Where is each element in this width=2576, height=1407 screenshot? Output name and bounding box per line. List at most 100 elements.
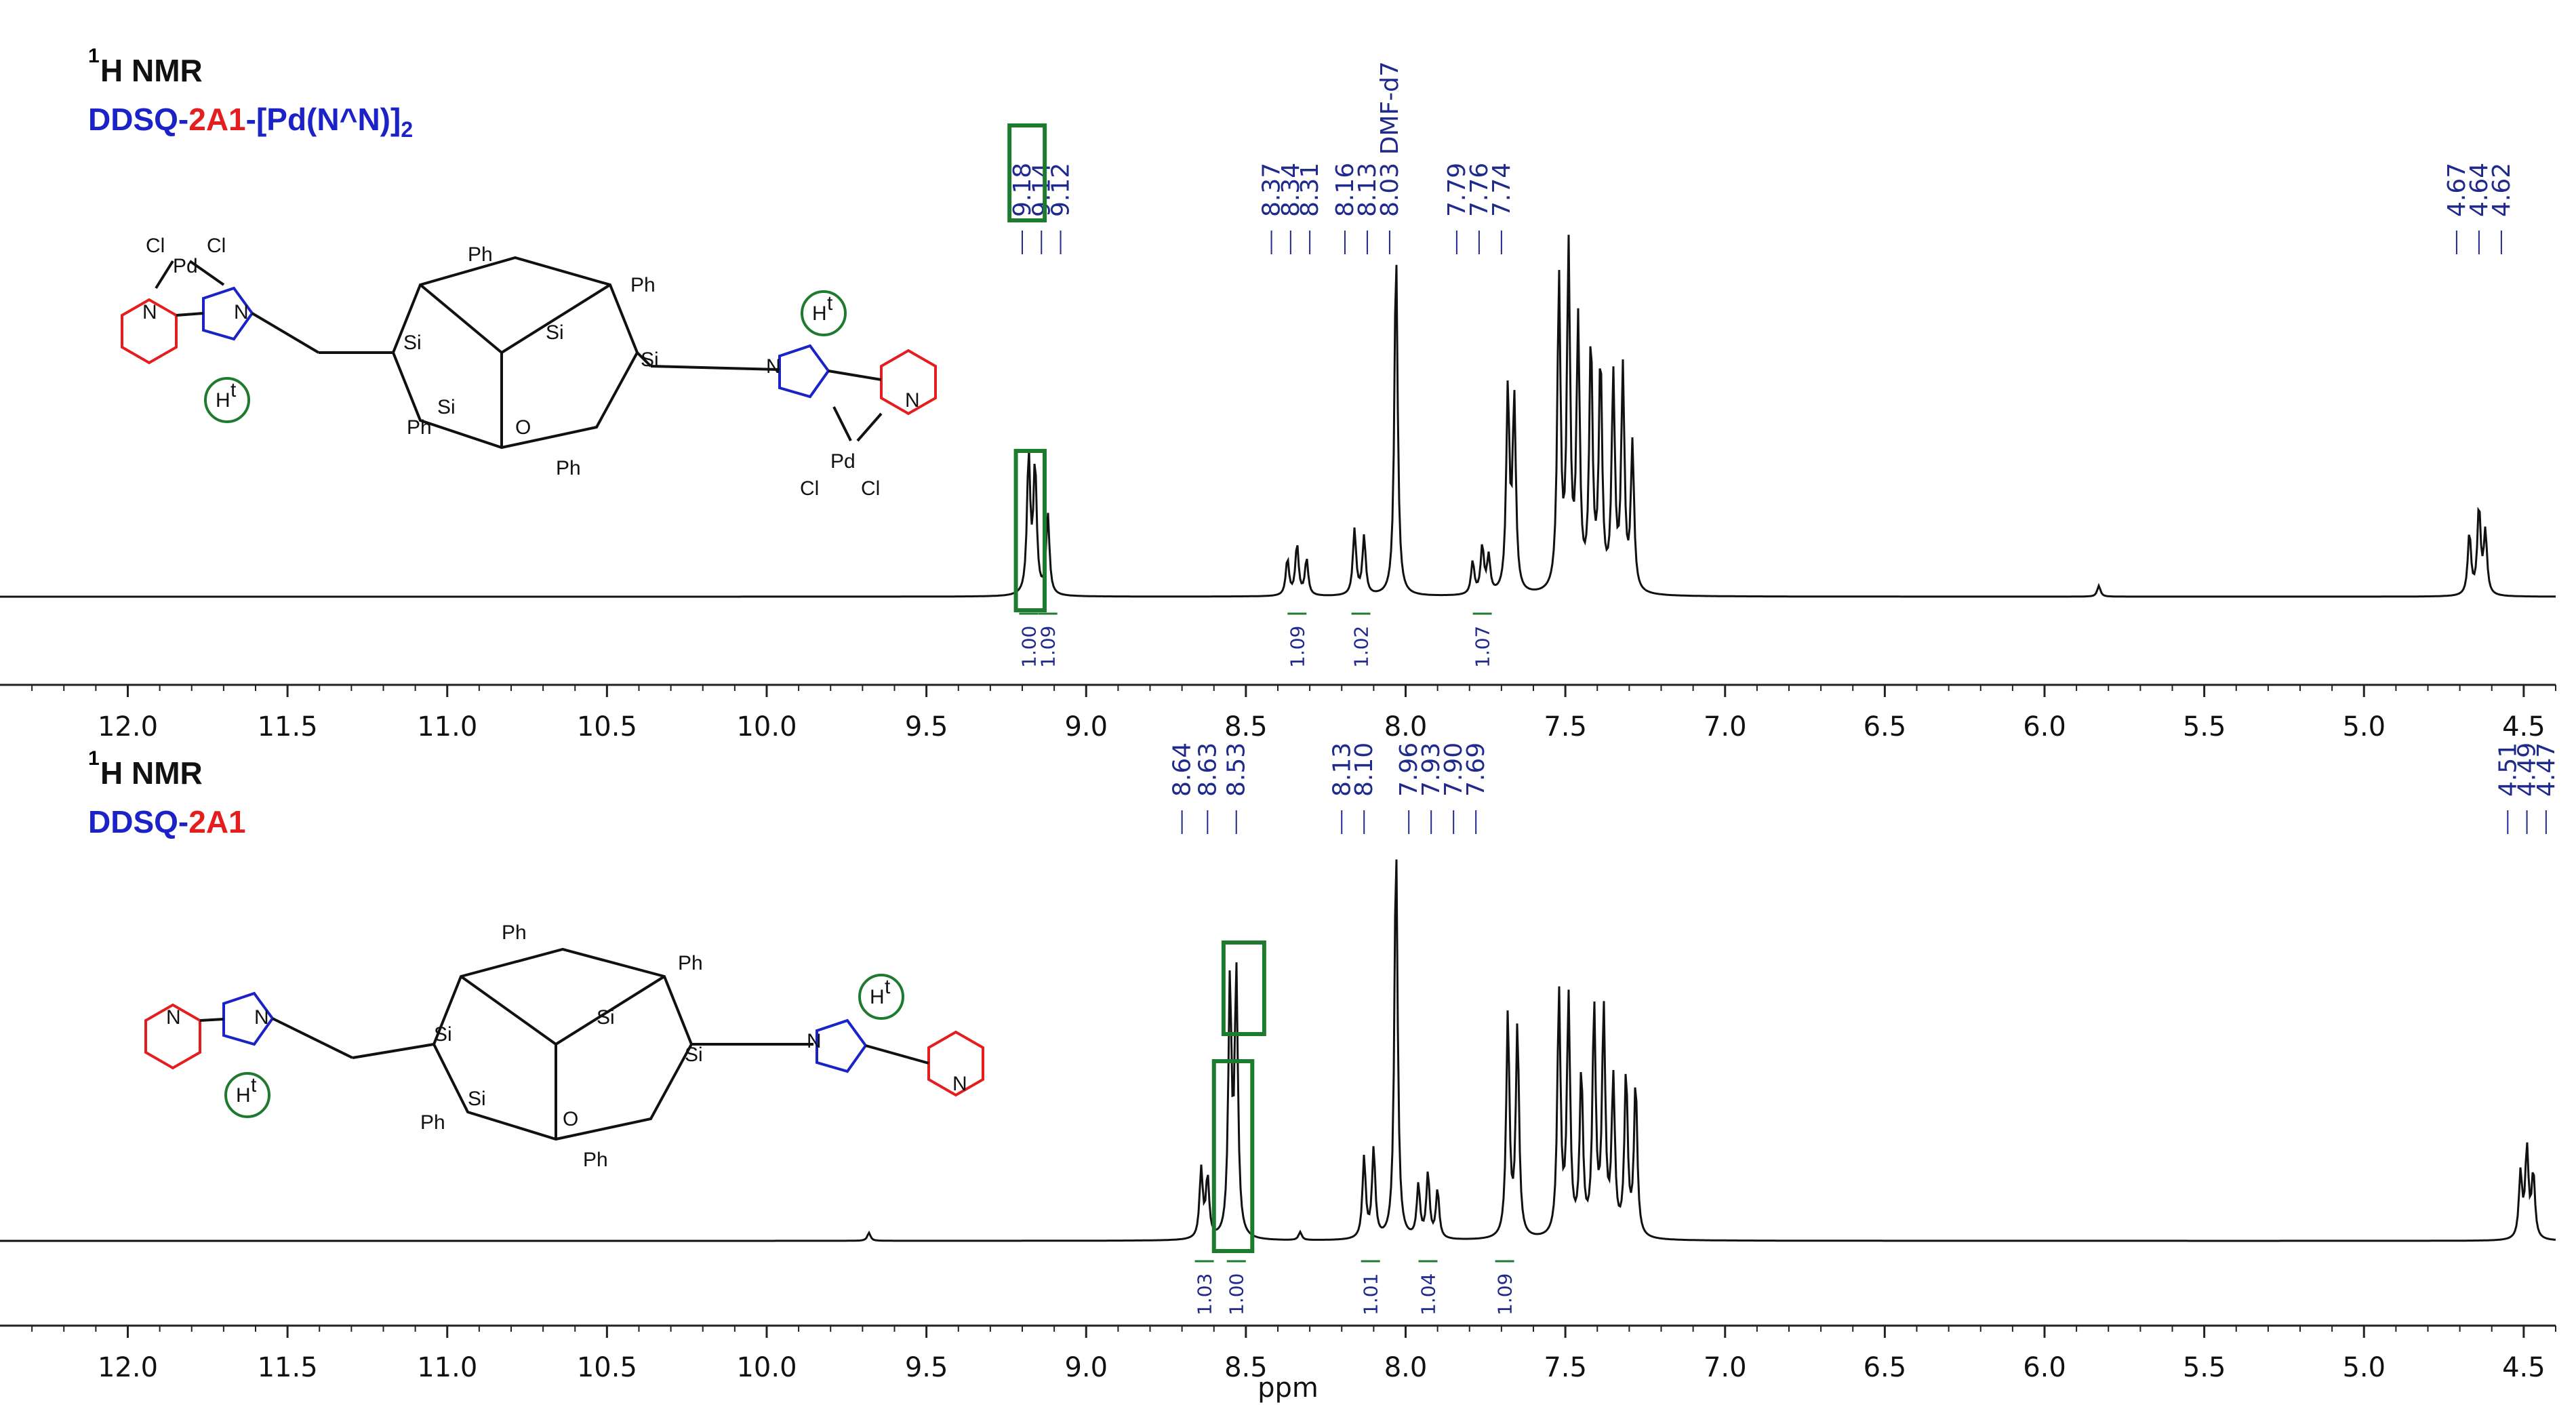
panel1-structure [121, 256, 937, 450]
triazole-n-label: N [807, 1030, 822, 1052]
peak-label: 7.76 [1466, 163, 1493, 217]
peak-label: 9.18 [1009, 163, 1037, 217]
ht-label: H [870, 986, 885, 1008]
x-tick-label: 11.5 [258, 711, 318, 742]
peak-label: 8.53 [1223, 742, 1251, 797]
phenyl-label: Ph [630, 274, 656, 296]
panel1-nucleus-superscript: 1 [88, 45, 100, 67]
x-tick-label: 9.0 [1064, 1352, 1108, 1383]
panel2-title-text: H NMR [100, 755, 203, 791]
panel1-integrals: 1.001.09 1.09 1.02 1.07 [1018, 612, 1494, 668]
integral-value: 1.00 [1018, 626, 1040, 668]
compound-sep: - [178, 804, 188, 839]
integral-value: 1.09 [1037, 626, 1060, 668]
x-tick-label: 7.5 [1544, 711, 1587, 742]
silicon-label: Si [403, 332, 422, 354]
compound-part-2a1: 2A1 [188, 804, 245, 839]
x-tick-label: 5.0 [2342, 711, 2386, 742]
integral-value: 1.09 [1286, 626, 1308, 668]
x-tick-label: 8.5 [1224, 711, 1268, 742]
palladium-label: Pd [173, 255, 198, 277]
x-tick-label: 6.0 [2023, 711, 2066, 742]
palladium-label: Pd [830, 450, 856, 473]
peak-label: 7.79 [1443, 163, 1471, 217]
compound-subscript: 2 [401, 117, 413, 142]
peak-label: 8.63 [1194, 742, 1222, 797]
ht-label: H [236, 1084, 251, 1107]
pyridine-ring-right [927, 1030, 984, 1097]
triazole-ring-right [816, 1018, 868, 1073]
x-tick-label: 9.0 [1064, 711, 1108, 742]
panel2-structure-labels: H t H t Ph Ph Ph Ph Si Si Si Si O N N N … [166, 922, 967, 1171]
peak-label: 4.67 [2443, 163, 2471, 217]
peak-label: 7.96 [1395, 742, 1423, 797]
compound-part-pd: -[Pd(N^N)] [246, 102, 401, 137]
panel1-spectrum-trace [0, 235, 2556, 598]
silicon-label: Si [597, 1006, 615, 1029]
pyridine-n-label: N [905, 389, 920, 412]
ddsq-cage [391, 256, 639, 450]
peak-label: 8.16 [1331, 163, 1359, 217]
panel2-compound-name: DDSQ-2A1 [88, 804, 246, 839]
pyridine-n-label: N [142, 301, 157, 323]
x-tick-label: 8.0 [1384, 1352, 1428, 1383]
peak-label: 8.10 [1350, 742, 1378, 797]
propyl-linker-right [650, 365, 780, 371]
panel2-title: 1 H NMR DDSQ-2A1 [88, 747, 246, 839]
propyl-linker-left [272, 1017, 353, 1059]
compound-part-2a1: 2A1 [188, 102, 245, 137]
triazole-n-label: N [234, 301, 249, 323]
panel2-peak-labels: 8.648.63 8.53 8.138.10 7.967.937.907.69 4.51… [1169, 742, 2560, 834]
x-tick-label: 12.0 [98, 1352, 158, 1383]
peak-label: 8.13 [1328, 742, 1356, 797]
panel2-integrals: 1.03 1.00 1.01 1.04 1.09 [1194, 1260, 1516, 1315]
triazole-ring-right [778, 344, 830, 399]
panel1-compound-name: DDSQ-2A1-[Pd(N^N)]2 [88, 102, 413, 142]
x-tick-label: 11.0 [417, 1352, 477, 1383]
triazole-n-label: N [766, 355, 781, 378]
x-tick-label: 10.5 [577, 1352, 637, 1383]
ht-circle-right [858, 974, 904, 1020]
triazole-ring-left [202, 286, 254, 341]
ht-superscript: t [230, 379, 237, 401]
x-tick-label: 5.5 [2183, 711, 2226, 742]
peak-label: 7.90 [1440, 742, 1468, 797]
x-tick-label: 11.5 [258, 1352, 318, 1383]
phenyl-label: Ph [420, 1111, 445, 1134]
ht-superscript: t [827, 292, 833, 315]
integral-value: 1.03 [1194, 1273, 1216, 1315]
silicon-label: Si [468, 1088, 486, 1110]
highlight-boxes [1007, 123, 1266, 1253]
highlight-peak-box [1211, 1059, 1255, 1253]
integral-value: 1.01 [1360, 1273, 1382, 1315]
x-tick-label: 8.0 [1384, 711, 1428, 742]
pyridine-n-label: N [166, 1006, 181, 1029]
triazole-n-label: N [254, 1006, 269, 1029]
compound-sep: - [178, 102, 188, 137]
ht-circle-left [204, 377, 250, 423]
peak-label: 4.49 [2514, 742, 2541, 797]
x-tick-label: 12.0 [98, 711, 158, 742]
peak-label: 4.47 [2533, 742, 2560, 797]
phenyl-label: Ph [678, 952, 703, 974]
highlight-peak-box [1013, 449, 1047, 612]
oxygen-label: O [563, 1108, 578, 1130]
silicon-label: Si [685, 1044, 703, 1066]
chloride-label: Cl [146, 235, 165, 257]
highlight-label-box [1221, 940, 1266, 1036]
panel1-title-text: H NMR [100, 53, 203, 88]
pyridine-n-label: N [952, 1073, 967, 1095]
x-tick-label: 10.0 [736, 1352, 797, 1383]
peak-label: 9.14 [1028, 163, 1055, 217]
x-tick-label: 7.0 [1704, 1352, 1747, 1383]
integral-value: 1.07 [1472, 626, 1494, 668]
phenyl-label: Ph [556, 457, 581, 479]
x-tick-label: 4.5 [2502, 711, 2545, 742]
x-tick-label: 9.5 [905, 711, 948, 742]
ht-circle-left [224, 1072, 270, 1118]
x-tick-label: 5.5 [2183, 1352, 2226, 1383]
panel1-x-axis: 12.0 11.5 11.0 10.5 10.0 9.5 9.0 8.5 8.0 7.5 7.0 6.… [0, 683, 2556, 742]
chloride-label: Cl [800, 477, 819, 500]
x-tick-label: 10.5 [577, 711, 637, 742]
propyl-linker-left [251, 312, 320, 354]
